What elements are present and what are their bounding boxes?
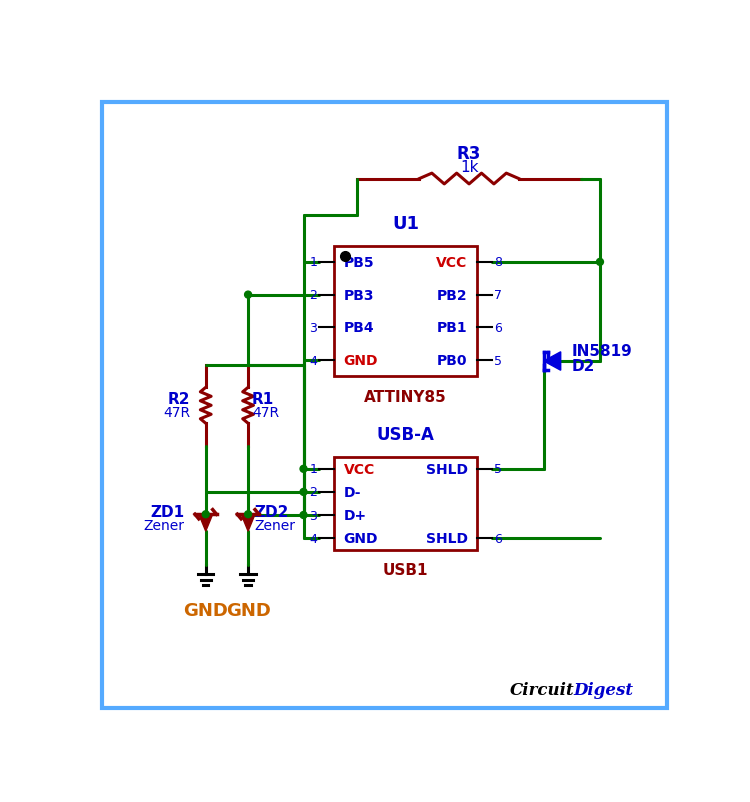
Text: SHLD: SHLD: [425, 532, 467, 545]
Text: IN5819: IN5819: [572, 343, 632, 358]
Text: Circuit: Circuit: [510, 682, 574, 699]
Text: U1: U1: [392, 214, 419, 233]
Text: 4: 4: [310, 532, 317, 545]
Text: 2: 2: [310, 289, 317, 302]
Text: R3: R3: [457, 144, 482, 162]
Text: 6: 6: [494, 322, 502, 334]
Text: 7: 7: [494, 289, 502, 302]
FancyBboxPatch shape: [334, 246, 477, 377]
Text: R2: R2: [168, 391, 190, 407]
Text: USB1: USB1: [382, 562, 428, 577]
Circle shape: [202, 511, 209, 518]
Circle shape: [244, 511, 251, 518]
Circle shape: [300, 512, 307, 519]
Text: 1: 1: [310, 463, 317, 476]
Text: D2: D2: [572, 358, 595, 374]
Circle shape: [244, 292, 251, 298]
Text: 8: 8: [494, 256, 502, 269]
Text: 1k: 1k: [460, 160, 478, 175]
Text: Zener: Zener: [254, 518, 296, 533]
Text: 4: 4: [310, 354, 317, 367]
Text: 2: 2: [310, 486, 317, 499]
Circle shape: [300, 466, 307, 472]
Text: GND: GND: [344, 532, 378, 545]
Text: VCC: VCC: [344, 462, 375, 476]
Text: PB2: PB2: [437, 288, 467, 302]
Text: PB5: PB5: [344, 256, 374, 269]
Text: ATTINY85: ATTINY85: [364, 389, 447, 404]
Text: 6: 6: [494, 532, 502, 545]
Text: PB1: PB1: [437, 321, 467, 335]
Polygon shape: [544, 352, 561, 371]
Text: PB0: PB0: [437, 354, 467, 367]
Text: GND: GND: [183, 602, 228, 619]
Text: ZD1: ZD1: [150, 504, 184, 519]
Text: USB-A: USB-A: [376, 426, 434, 444]
Text: SHLD: SHLD: [425, 462, 467, 476]
Text: GND: GND: [226, 602, 271, 619]
Text: PB4: PB4: [344, 321, 374, 335]
Text: 3: 3: [310, 322, 317, 334]
Polygon shape: [242, 515, 255, 532]
Text: 47R: 47R: [164, 406, 190, 419]
Text: 5: 5: [494, 354, 502, 367]
Text: 47R: 47R: [252, 406, 279, 419]
Text: ZD2: ZD2: [254, 504, 289, 519]
Text: VCC: VCC: [436, 256, 467, 269]
Text: Zener: Zener: [143, 518, 184, 533]
Circle shape: [596, 259, 604, 266]
Text: 3: 3: [310, 509, 317, 522]
Circle shape: [300, 489, 307, 496]
Text: D-: D-: [344, 485, 361, 500]
Text: PB3: PB3: [344, 288, 374, 302]
Text: 1: 1: [310, 256, 317, 269]
Text: 5: 5: [494, 463, 502, 476]
Text: D+: D+: [344, 508, 367, 522]
Text: R1: R1: [252, 391, 274, 407]
Polygon shape: [199, 515, 213, 532]
Text: GND: GND: [344, 354, 378, 367]
FancyBboxPatch shape: [334, 458, 477, 550]
Text: Digest: Digest: [573, 682, 633, 699]
